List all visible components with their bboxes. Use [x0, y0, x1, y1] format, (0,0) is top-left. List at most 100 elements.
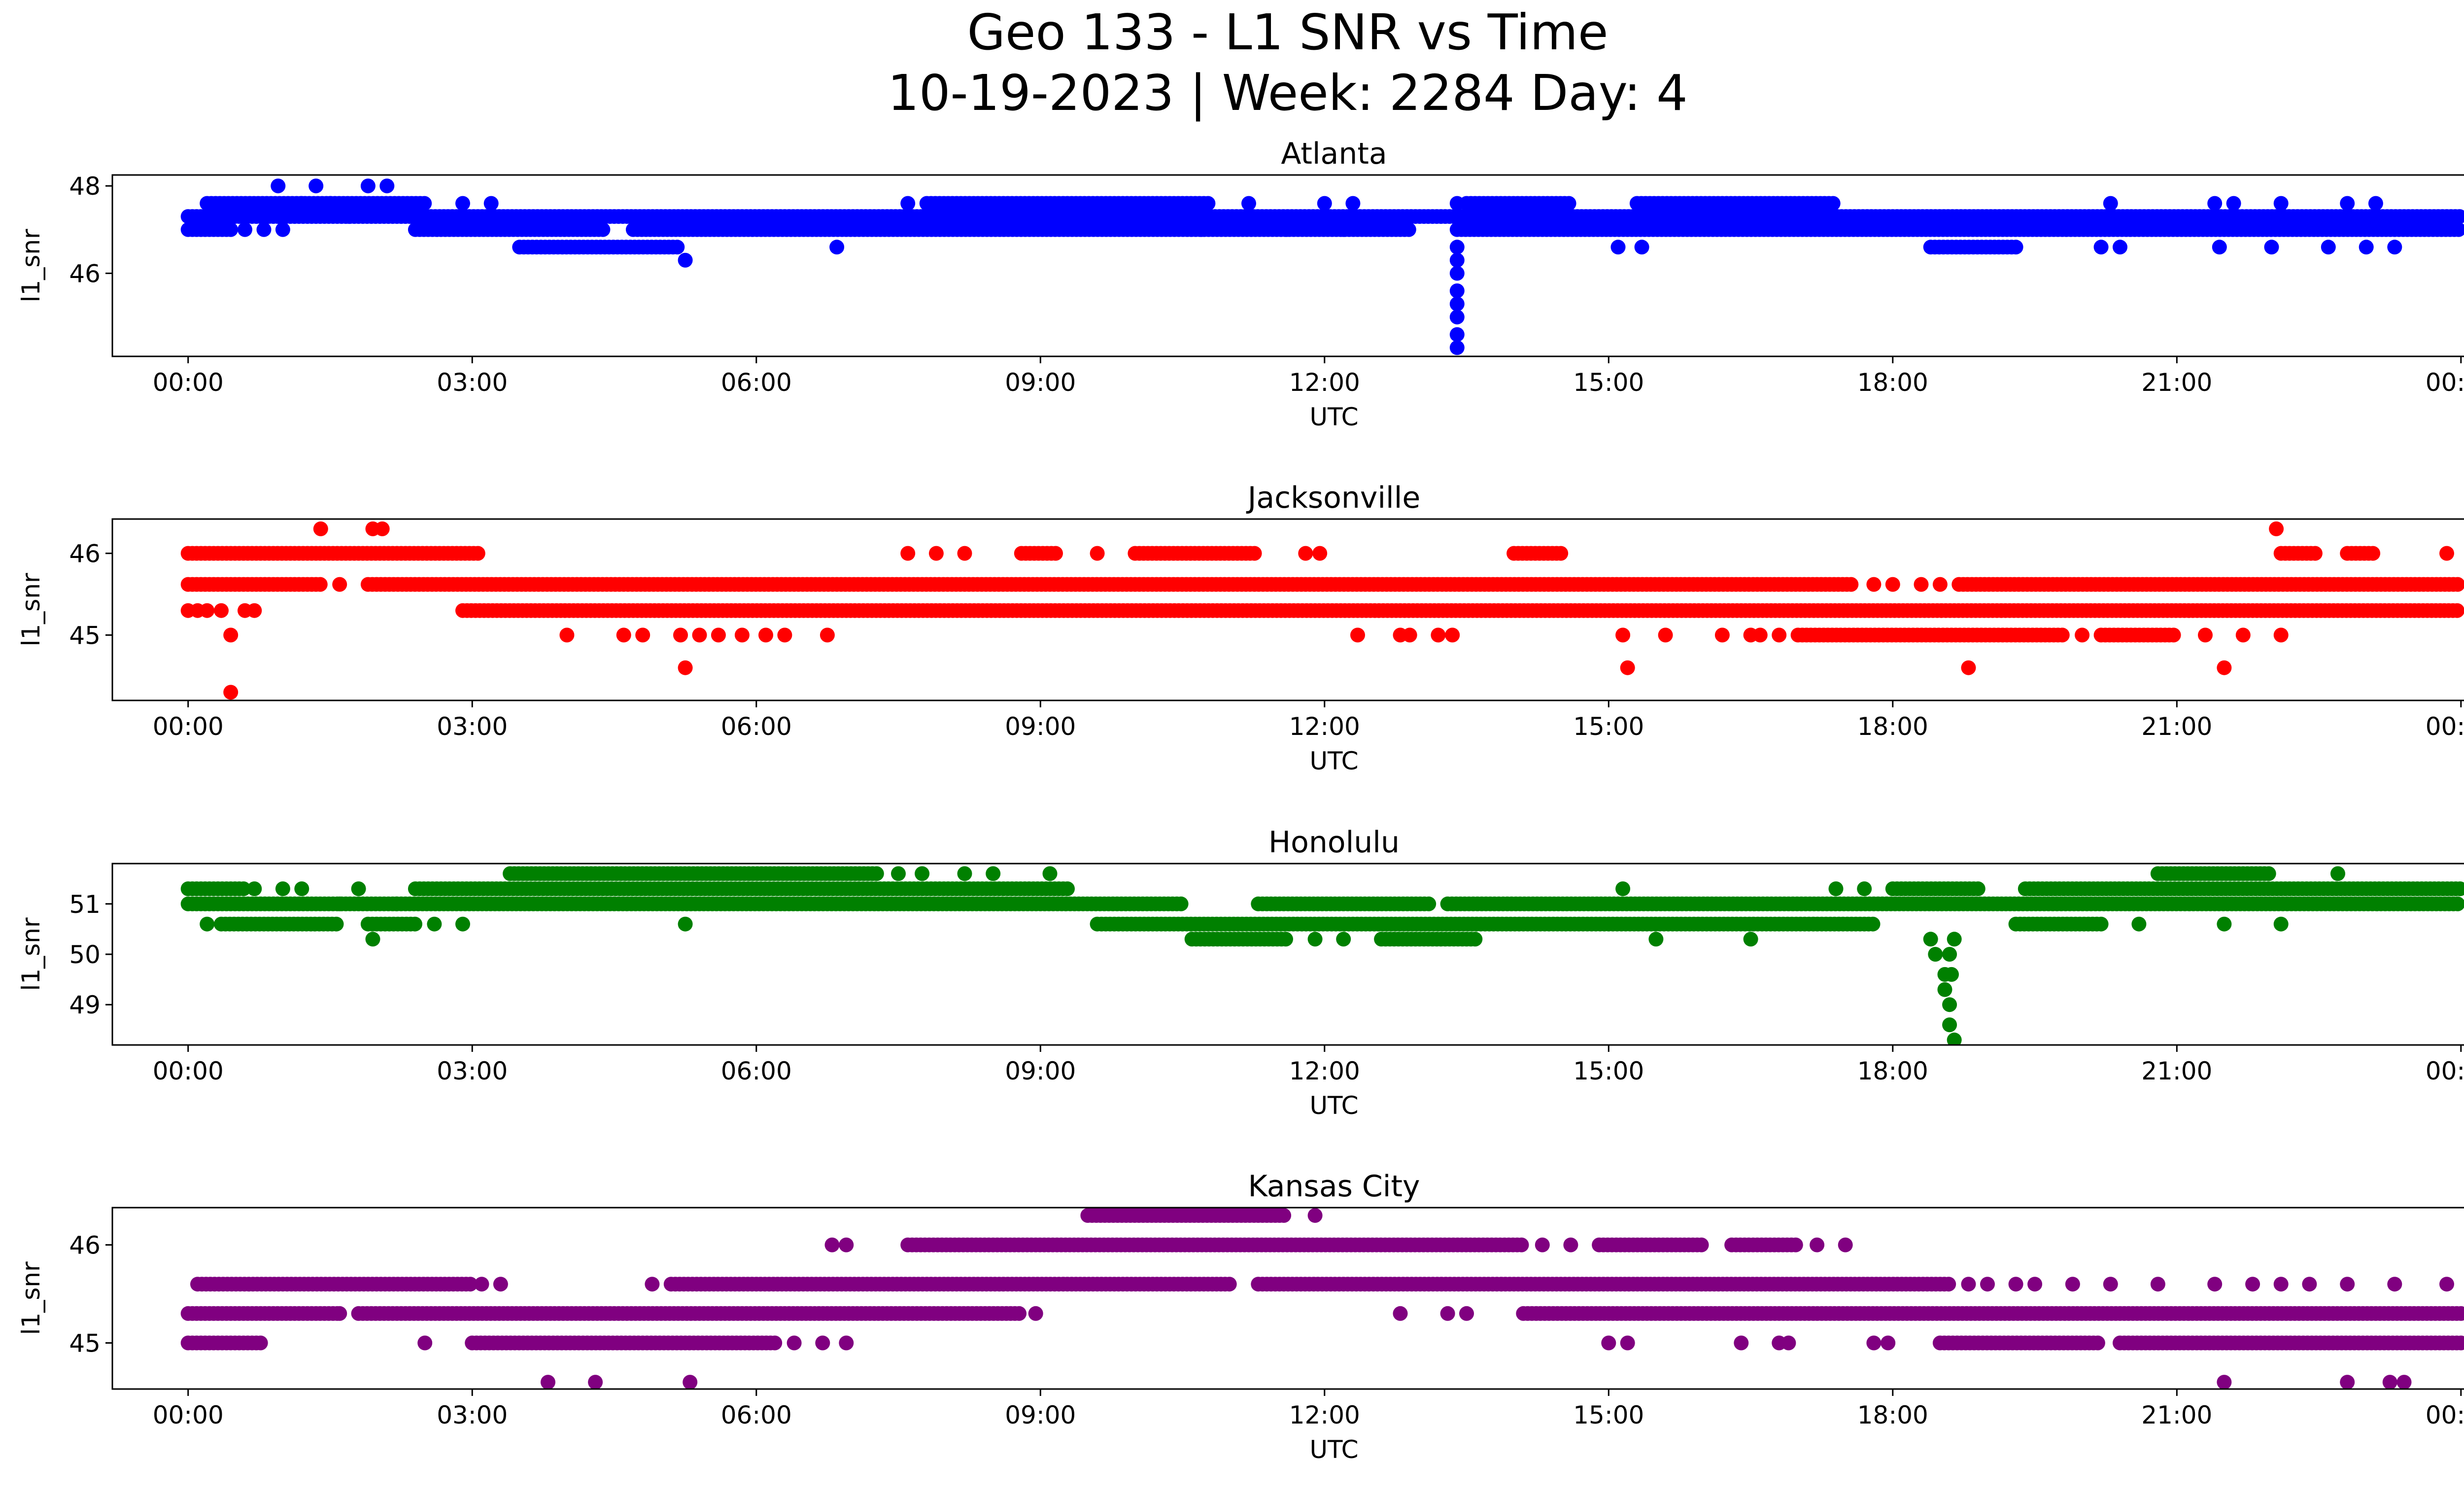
data-point: [455, 196, 470, 211]
data-point: [820, 627, 835, 643]
data-point: [455, 916, 470, 932]
data-point: [342, 209, 357, 224]
data-point: [2330, 866, 2345, 881]
scatter-series-jacksonville: [180, 521, 2464, 700]
data-point: [559, 627, 575, 643]
data-point: [1445, 627, 1460, 643]
x-axis-label: UTC: [1309, 403, 1358, 431]
data-point: [2450, 896, 2464, 911]
data-point: [777, 627, 792, 643]
x-tick-label: 03:00: [437, 368, 508, 397]
y-tick-label: 45: [69, 621, 101, 650]
data-point: [379, 178, 395, 194]
x-tick-label: 09:00: [1005, 1057, 1076, 1085]
data-point: [1421, 896, 1437, 911]
data-point: [1947, 1032, 1962, 1045]
subplot-title: Jacksonville: [1246, 481, 1421, 515]
data-point: [1788, 1237, 1803, 1252]
data-point: [1402, 627, 1417, 643]
data-point: [2340, 196, 2355, 211]
data-point: [214, 603, 229, 618]
data-point: [2273, 627, 2289, 643]
x-tick-label: 12:00: [1289, 712, 1360, 741]
data-point: [294, 196, 309, 211]
x-tick-label: 15:00: [1573, 368, 1644, 397]
data-point: [1866, 577, 1882, 592]
subplot-title: Kansas City: [1248, 1169, 1420, 1204]
data-point: [1012, 1306, 1027, 1321]
data-point: [869, 866, 884, 881]
x-tick-label: 00:00: [2426, 1057, 2464, 1085]
data-point: [1658, 627, 1673, 643]
data-point: [2451, 222, 2464, 237]
y-tick-label: 46: [69, 540, 101, 568]
data-point: [2387, 240, 2402, 255]
data-point: [2452, 209, 2464, 224]
data-point: [2093, 916, 2109, 932]
data-point: [323, 196, 338, 211]
x-tick-label: 00:00: [153, 1057, 224, 1085]
data-point: [275, 881, 290, 897]
data-point: [483, 196, 499, 211]
data-point: [1449, 252, 1465, 268]
data-point: [1468, 932, 1483, 947]
data-point: [1941, 1277, 1956, 1292]
data-point: [1298, 546, 1313, 561]
data-point: [1947, 932, 1962, 947]
data-point: [758, 627, 773, 643]
data-point: [332, 896, 347, 911]
data-point: [928, 546, 944, 561]
x-tick-label: 12:00: [1289, 1057, 1360, 1085]
data-point: [1553, 546, 1569, 561]
data-point: [1857, 881, 1872, 897]
data-point: [616, 627, 631, 643]
data-point: [1944, 967, 1959, 982]
data-point: [1743, 932, 1758, 947]
x-tick-label: 03:00: [437, 1057, 508, 1085]
data-point: [1350, 627, 1365, 643]
data-point: [236, 881, 251, 897]
data-point: [2217, 660, 2232, 675]
data-point: [2453, 1306, 2464, 1321]
data-point: [1278, 932, 1293, 947]
data-point: [351, 881, 366, 897]
data-point: [403, 209, 418, 224]
data-point: [829, 240, 845, 255]
x-tick-label: 00:00: [153, 368, 224, 397]
data-point: [2235, 627, 2251, 643]
data-point: [256, 222, 272, 237]
data-point: [463, 1277, 478, 1292]
data-point: [1449, 296, 1465, 312]
data-point: [1449, 240, 1465, 255]
x-tick-label: 09:00: [1005, 368, 1076, 397]
y-tick-label: 46: [69, 260, 101, 288]
data-point: [1090, 546, 1105, 561]
data-point: [692, 627, 707, 643]
data-point: [1449, 266, 1465, 281]
data-point: [408, 916, 422, 932]
data-point: [1772, 627, 1787, 643]
data-point: [767, 1335, 783, 1351]
data-point: [1194, 222, 1209, 237]
data-point: [329, 916, 344, 932]
y-tick-label: 50: [69, 940, 101, 969]
data-point: [1970, 881, 1985, 897]
data-point: [2365, 546, 2381, 561]
data-point: [375, 521, 390, 536]
data-point: [2212, 240, 2227, 255]
data-point: [1222, 1277, 1237, 1292]
data-point: [1942, 1017, 1957, 1033]
data-point: [1307, 932, 1323, 947]
axes-frame: [111, 518, 2464, 701]
data-point: [1844, 577, 1859, 592]
data-point: [313, 521, 328, 536]
data-point: [2226, 196, 2241, 211]
data-point: [1932, 577, 1948, 592]
data-point: [1620, 660, 1635, 675]
x-tick-label: 18:00: [1857, 368, 1928, 397]
data-point: [1923, 932, 1938, 947]
x-tick-label: 06:00: [721, 1057, 792, 1085]
data-point: [1247, 546, 1262, 561]
